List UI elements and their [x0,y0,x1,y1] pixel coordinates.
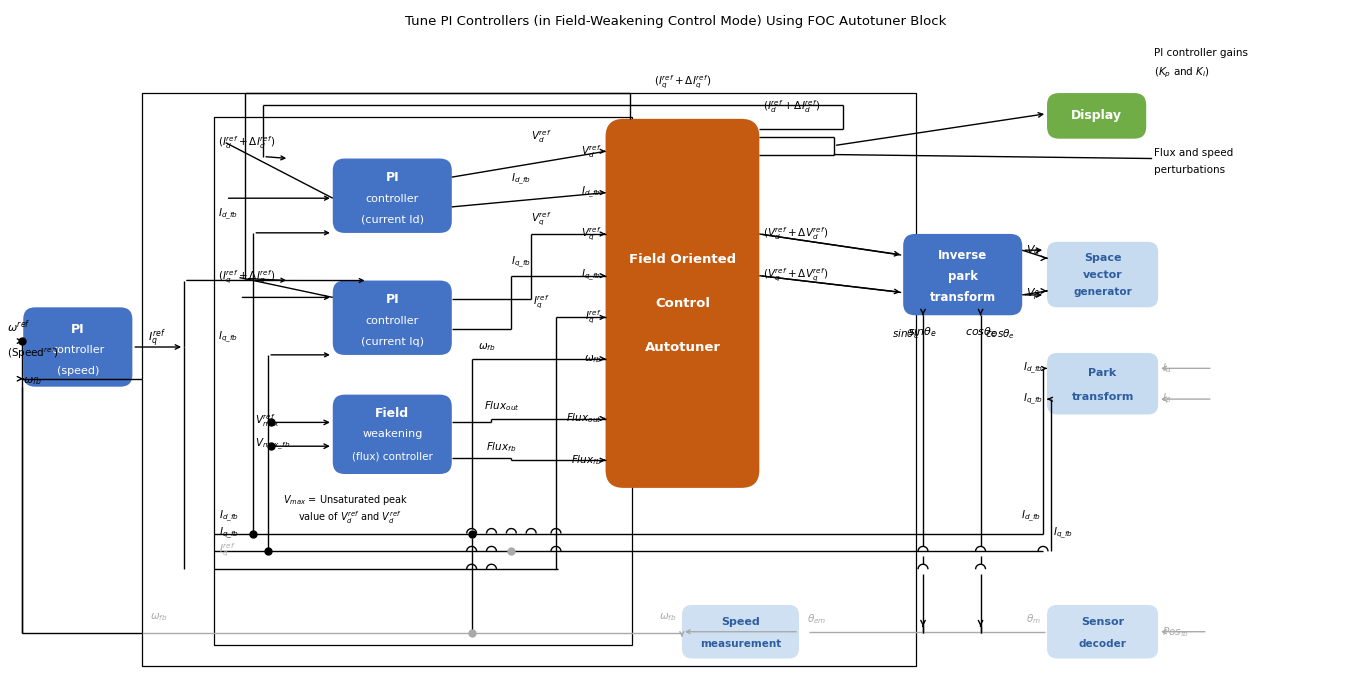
Text: $(I_d^{ref}+\Delta I_d^{ref})$: $(I_d^{ref}+\Delta I_d^{ref})$ [218,135,276,151]
FancyBboxPatch shape [1047,353,1158,415]
Text: $V_q^{ref}$: $V_q^{ref}$ [531,210,551,228]
Text: transform: transform [1071,392,1133,402]
Text: $Flux_{fb}$: $Flux_{fb}$ [571,453,601,467]
Text: $V_{max}$ = Unsaturated peak: $V_{max}$ = Unsaturated peak [284,493,408,507]
Text: Sensor: Sensor [1081,617,1124,627]
Text: (speed): (speed) [57,366,99,376]
Text: vector: vector [1082,270,1123,279]
Text: transform: transform [929,291,996,304]
FancyBboxPatch shape [332,281,451,355]
Text: (Speed$^{ref}$): (Speed$^{ref}$) [7,345,59,361]
FancyBboxPatch shape [1047,242,1158,307]
Text: $I_{q\_fb}$: $I_{q\_fb}$ [1023,392,1043,406]
Text: Field Oriented: Field Oriented [628,252,736,266]
Text: $cos\theta_e$: $cos\theta_e$ [965,325,997,339]
Text: $Flux_{out}$: $Flux_{out}$ [566,412,601,425]
Text: $I_{d\_fb}$: $I_{d\_fb}$ [219,508,239,523]
Text: $cos\theta_e$: $cos\theta_e$ [985,327,1015,341]
Text: controller: controller [366,194,419,204]
Text: PI controller gains: PI controller gains [1154,48,1248,59]
Text: PI: PI [385,171,399,185]
Text: weakening: weakening [362,429,423,439]
Text: (current Id): (current Id) [361,215,424,224]
Bar [213,117,632,645]
FancyBboxPatch shape [23,307,132,387]
Text: PI: PI [385,293,399,307]
Text: $I_q^{ref}$: $I_q^{ref}$ [219,542,235,559]
Text: $I_{q\_fb}$: $I_{q\_fb}$ [218,330,238,345]
Text: $I_{q\_fb}$: $I_{q\_fb}$ [1052,526,1073,542]
Text: $I_{d\_fb}$: $I_{d\_fb}$ [1023,361,1043,376]
Text: $sin\theta_e$: $sin\theta_e$ [892,327,919,341]
Text: $I_\beta$: $I_\beta$ [1162,392,1171,406]
Text: $(V_d^{ref}+\Delta V_d^{ref})$: $(V_d^{ref}+\Delta V_d^{ref})$ [763,226,828,243]
Text: $I_{q\_fb}$: $I_{q\_fb}$ [511,254,531,270]
Text: (current Iq): (current Iq) [361,337,424,346]
Text: $I_q^{ref}$: $I_q^{ref}$ [149,328,166,350]
Text: $sin\theta_e$: $sin\theta_e$ [908,325,938,339]
Text: $(I_q^{ref}+\Delta I_q^{ref})$: $(I_q^{ref}+\Delta I_q^{ref})$ [218,269,276,286]
Text: Park: Park [1089,367,1117,378]
Text: $\omega_{fb}$: $\omega_{fb}$ [23,375,42,387]
Text: $\omega_{fb}$: $\omega_{fb}$ [584,353,601,365]
Text: Display: Display [1071,109,1123,123]
Text: $I_{q\_fb}$: $I_{q\_fb}$ [581,268,601,283]
FancyBboxPatch shape [1047,605,1158,659]
Text: $Flux_{fb}$: $Flux_{fb}$ [486,441,516,454]
Text: Speed: Speed [721,617,759,627]
Text: $\omega_{fb}$: $\omega_{fb}$ [658,611,676,623]
Text: (flux) controller: (flux) controller [351,452,432,461]
Text: Inverse: Inverse [938,249,988,261]
Text: PI: PI [72,323,85,336]
Text: Space: Space [1084,252,1121,263]
Text: $\omega_{fb}$: $\omega_{fb}$ [478,341,496,353]
Text: $Flux_{out}$: $Flux_{out}$ [484,399,519,413]
Text: $\omega^{ref}$: $\omega^{ref}$ [7,319,31,335]
Text: controller: controller [366,316,419,325]
FancyBboxPatch shape [605,119,759,488]
FancyBboxPatch shape [904,234,1023,315]
Text: $(I_d^{ref}+\Delta I_d^{ref})$: $(I_d^{ref}+\Delta I_d^{ref})$ [763,98,820,115]
Text: $(V_q^{ref}+\Delta V_q^{ref})$: $(V_q^{ref}+\Delta V_q^{ref})$ [763,267,828,284]
Text: $V_\alpha$: $V_\alpha$ [1027,243,1040,257]
Text: decoder: decoder [1078,638,1127,648]
Text: $V_\beta$: $V_\beta$ [1027,286,1040,303]
Text: $(I_q^{ref}+\Delta I_q^{ref})$: $(I_q^{ref}+\Delta I_q^{ref})$ [654,74,711,91]
FancyBboxPatch shape [682,605,798,659]
Text: Flux and speed: Flux and speed [1154,148,1233,158]
Text: $V_q^{ref}$: $V_q^{ref}$ [581,225,601,243]
FancyBboxPatch shape [332,395,451,474]
Text: $V_{max}^{ref}$: $V_{max}^{ref}$ [255,412,281,429]
Text: $I_\alpha$: $I_\alpha$ [1162,362,1171,375]
Text: $\omega_{fb}$: $\omega_{fb}$ [150,611,168,623]
Text: value of $V_d^{ref}$ and $V_d^{ref}$: value of $V_d^{ref}$ and $V_d^{ref}$ [299,510,401,526]
Text: $V_d^{ref}$: $V_d^{ref}$ [581,143,601,160]
Text: generator: generator [1073,286,1132,297]
Text: park: park [947,270,978,283]
Text: $Pos_{fb}$: $Pos_{fb}$ [1162,625,1189,638]
Text: perturbations: perturbations [1154,165,1225,176]
Text: $V_d^{ref}$: $V_d^{ref}$ [531,128,551,146]
Text: $\theta_{em}$: $\theta_{em}$ [807,612,827,626]
Text: $I_{q\_fb}$: $I_{q\_fb}$ [219,526,239,542]
FancyBboxPatch shape [332,158,451,233]
Text: Autotuner: Autotuner [644,341,720,354]
Text: Control: Control [655,297,709,310]
Text: Tune PI Controllers (in Field-Weakening Control Mode) Using FOC Autotuner Block: Tune PI Controllers (in Field-Weakening … [405,15,946,28]
Text: measurement: measurement [700,638,781,648]
Text: $I_q^{ref}$: $I_q^{ref}$ [532,294,550,312]
Text: Field: Field [376,407,409,420]
Text: $V_{max\_fb}$: $V_{max\_fb}$ [255,436,290,452]
Text: $I_{d\_fb}$: $I_{d\_fb}$ [1021,508,1042,523]
Text: $\theta_m$: $\theta_m$ [1027,612,1042,626]
Text: $(K_p$ and $K_i)$: $(K_p$ and $K_i)$ [1154,66,1210,80]
Text: $I_{d\_fb}$: $I_{d\_fb}$ [581,185,601,200]
Text: $I_q^{ref}$: $I_q^{ref}$ [585,309,601,326]
Text: controller: controller [51,345,104,355]
FancyBboxPatch shape [1047,93,1146,139]
Text: $I_{d\_fb}$: $I_{d\_fb}$ [511,171,531,187]
Text: $I_{d\_fb}$: $I_{d\_fb}$ [218,206,238,222]
Bar [142,93,916,666]
